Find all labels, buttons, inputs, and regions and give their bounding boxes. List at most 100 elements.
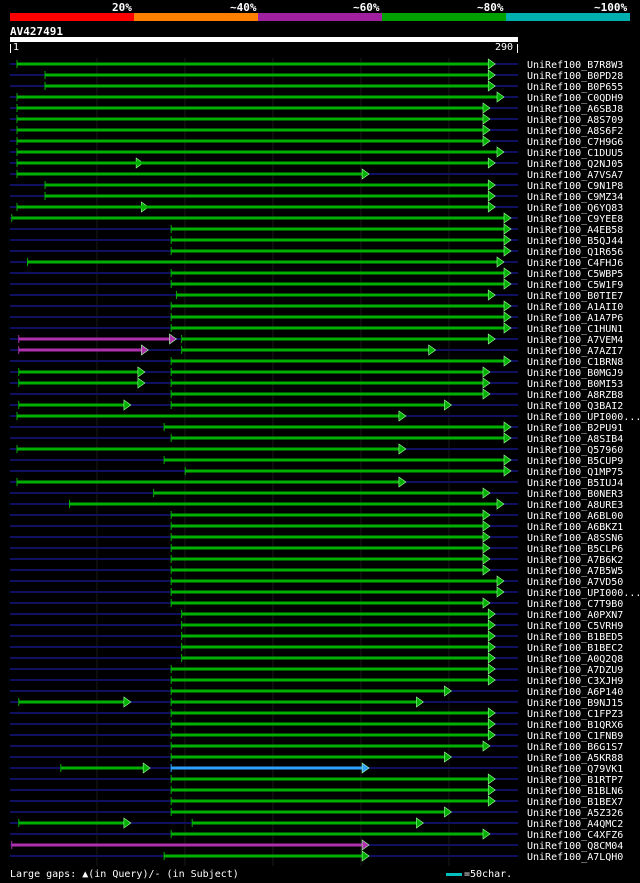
hit-label[interactable]: UniRef100_A8SIB4 (527, 434, 623, 445)
hit-label[interactable]: UniRef100_A8S6F2 (527, 126, 623, 137)
hit-label[interactable]: UniRef100_A7AZI7 (527, 346, 623, 357)
hit-label[interactable]: UniRef100_UPI000... (527, 412, 640, 423)
hit-label[interactable]: UniRef100_A6P140 (527, 687, 623, 698)
hit-label[interactable]: UniRef100_A6BKZ1 (527, 522, 623, 533)
hit-label[interactable]: UniRef100_C0QDH9 (527, 93, 623, 104)
hit-label[interactable]: UniRef100_B1BEC2 (527, 643, 623, 654)
hit-label[interactable]: UniRef100_A7VD50 (527, 577, 623, 588)
hit-arrow-icon (503, 454, 512, 466)
hit-arrow-icon (496, 586, 505, 598)
hit-label[interactable]: UniRef100_C1BRN8 (527, 357, 623, 368)
hit-arrow-icon (487, 652, 496, 664)
hit-label[interactable]: UniRef100_B1QRX6 (527, 720, 623, 731)
hit-label[interactable]: UniRef100_Q2NJ05 (527, 159, 623, 170)
hit-arrow-icon (487, 641, 496, 653)
hit-label[interactable]: UniRef100_UPI000... (527, 588, 640, 599)
hit-label[interactable]: UniRef100_A4QMC2 (527, 819, 623, 830)
hit-arrow-icon (503, 322, 512, 334)
hit-label[interactable]: UniRef100_B0PD28 (527, 71, 623, 82)
hit-label[interactable]: UniRef100_Q1R656 (527, 247, 623, 258)
hit-label[interactable]: UniRef100_B0MGJ9 (527, 368, 623, 379)
legend-label-100: ~100% (594, 1, 628, 14)
hit-label[interactable]: UniRef100_C7H9G6 (527, 137, 623, 148)
hit-arrow-icon (487, 58, 496, 70)
hit-label[interactable]: UniRef100_A8SSN6 (527, 533, 623, 544)
hit-label[interactable]: UniRef100_A7B6K2 (527, 555, 623, 566)
hit-arrow-icon (482, 597, 491, 609)
hit-arrow-icon (487, 784, 496, 796)
hit-arrow-icon (482, 487, 491, 499)
hit-label[interactable]: UniRef100_A5KR88 (527, 753, 623, 764)
hit-label[interactable]: UniRef100_B0P655 (527, 82, 623, 93)
hit-label[interactable]: UniRef100_B5CLP6 (527, 544, 623, 555)
hit-label[interactable]: UniRef100_C9YEE8 (527, 214, 623, 225)
legend-swatch-60 (258, 13, 382, 21)
hit-label[interactable]: UniRef100_B5IUJ4 (527, 478, 623, 489)
hit-label[interactable]: UniRef100_A7B5W5 (527, 566, 623, 577)
hit-arrow-icon (487, 201, 496, 213)
hit-label[interactable]: UniRef100_A5Z326 (527, 808, 623, 819)
hit-label[interactable]: UniRef100_B1BEX7 (527, 797, 623, 808)
hit-label[interactable]: UniRef100_C5WBP5 (527, 269, 623, 280)
hit-arrow-icon (503, 278, 512, 290)
hit-label[interactable]: UniRef100_A7VEM4 (527, 335, 623, 346)
hit-arrow-icon (169, 333, 177, 345)
hit-label[interactable]: UniRef100_C4FHJ6 (527, 258, 623, 269)
hit-label[interactable]: UniRef100_C1FNB9 (527, 731, 623, 742)
hit-label[interactable]: UniRef100_A6BL00 (527, 511, 623, 522)
legend-label-80: ~80% (477, 1, 504, 14)
hit-label[interactable]: UniRef100_C1FPZ3 (527, 709, 623, 720)
legend-label-20: 20% (112, 1, 132, 14)
hit-label[interactable]: UniRef100_A0PXN7 (527, 610, 623, 621)
hit-arrow-icon (142, 762, 151, 774)
hit-label[interactable]: UniRef100_C5VRH9 (527, 621, 623, 632)
hit-label[interactable]: UniRef100_B0MI53 (527, 379, 623, 390)
legend-swatch-40 (134, 13, 258, 21)
hit-label[interactable]: UniRef100_B7R8W3 (527, 60, 623, 71)
hit-label[interactable]: UniRef100_B0TIE7 (527, 291, 623, 302)
hit-label[interactable]: UniRef100_A4EB58 (527, 225, 623, 236)
hit-label[interactable]: UniRef100_A7VSA7 (527, 170, 623, 181)
hit-label[interactable]: UniRef100_B2PU91 (527, 423, 623, 434)
hit-label[interactable]: UniRef100_C7T9B0 (527, 599, 623, 610)
hit-label[interactable]: UniRef100_A8S709 (527, 115, 623, 126)
hit-label[interactable]: UniRef100_C1DUU5 (527, 148, 623, 159)
hit-label[interactable]: UniRef100_B1BED5 (527, 632, 623, 643)
hit-label[interactable]: UniRef100_Q3BAI2 (527, 401, 623, 412)
hit-label[interactable]: UniRef100_B1RTP7 (527, 775, 623, 786)
hit-label[interactable]: UniRef100_B1BLN6 (527, 786, 623, 797)
hit-label[interactable]: UniRef100_C9MZ34 (527, 192, 623, 203)
hit-label[interactable]: UniRef100_B9NJ15 (527, 698, 623, 709)
hit-label[interactable]: UniRef100_Q57960 (527, 445, 623, 456)
hit-arrow-icon (123, 696, 132, 708)
hit-arrow-icon (482, 113, 491, 125)
hit-label[interactable]: UniRef100_A7LQH0 (527, 852, 623, 863)
hit-arrow-icon (487, 289, 496, 301)
hit-label[interactable]: UniRef100_C9N1P8 (527, 181, 623, 192)
hit-arrow-icon (137, 377, 146, 389)
hit-arrow-icon (444, 806, 452, 818)
hit-label[interactable]: UniRef100_C5W1F9 (527, 280, 623, 291)
hit-label[interactable]: UniRef100_B6G1S7 (527, 742, 623, 753)
hit-label[interactable]: UniRef100_A8URE3 (527, 500, 623, 511)
hit-label[interactable]: UniRef100_C4XFZ6 (527, 830, 623, 841)
hit-label[interactable]: UniRef100_A6SBJ8 (527, 104, 623, 115)
hit-label[interactable]: UniRef100_B0NER3 (527, 489, 623, 500)
hit-label[interactable]: UniRef100_Q79VK1 (527, 764, 623, 775)
hit-label[interactable]: UniRef100_B5CUP9 (527, 456, 623, 467)
hit-label[interactable]: UniRef100_C1HUN1 (527, 324, 623, 335)
hit-label[interactable]: UniRef100_A1AII0 (527, 302, 623, 313)
hit-label[interactable]: UniRef100_C3XJH9 (527, 676, 623, 687)
hit-label[interactable]: UniRef100_Q1MP75 (527, 467, 623, 478)
hit-label[interactable]: UniRef100_Q6YQ83 (527, 203, 623, 214)
hit-arrow-icon (398, 443, 407, 455)
hit-label[interactable]: UniRef100_B5QJ44 (527, 236, 623, 247)
hit-label[interactable]: UniRef100_Q8CM04 (527, 841, 623, 852)
hit-label[interactable]: UniRef100_A0Q2Q8 (527, 654, 623, 665)
hit-label[interactable]: UniRef100_A8RZB8 (527, 390, 623, 401)
hit-label[interactable]: UniRef100_A1A7P6 (527, 313, 623, 324)
hit-arrow-icon (137, 366, 146, 378)
hit-arrow-icon (487, 619, 496, 631)
hit-label[interactable]: UniRef100_A7DZU9 (527, 665, 623, 676)
hit-arrow-icon (444, 751, 452, 763)
